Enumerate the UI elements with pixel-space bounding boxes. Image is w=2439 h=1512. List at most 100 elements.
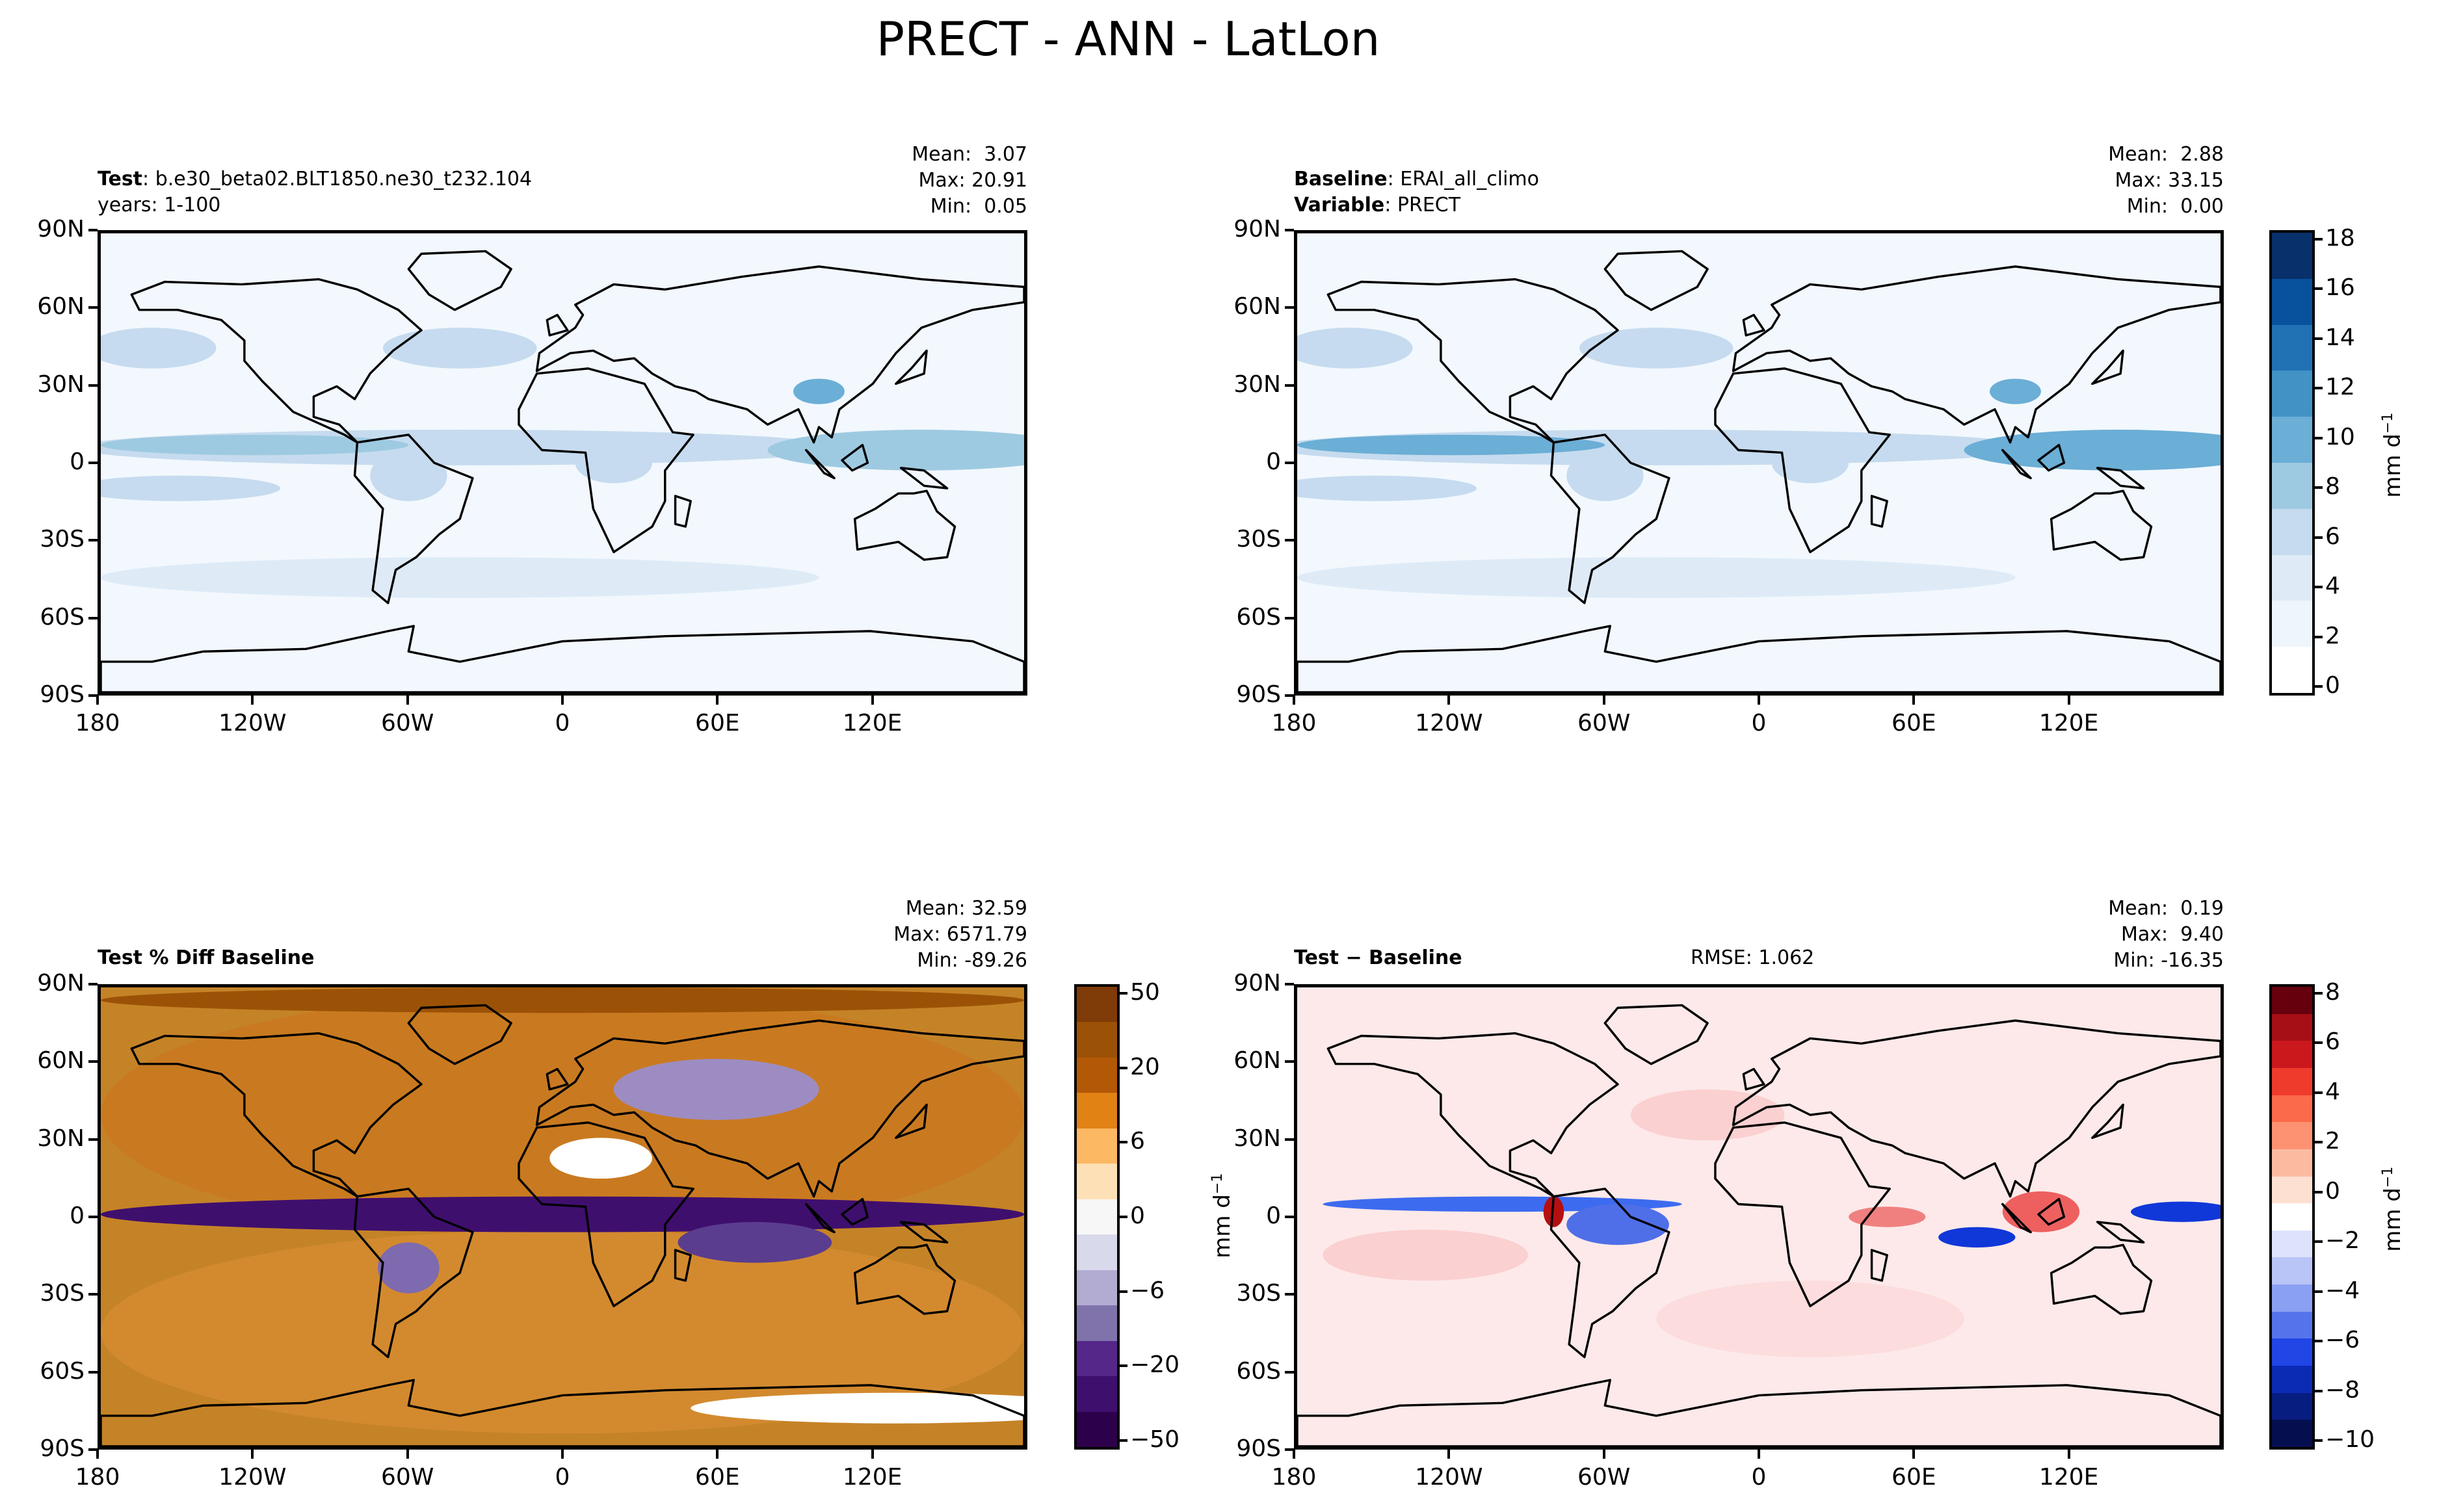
diff-min: Min: -16.35 (2113, 949, 2224, 972)
lat-tick (1285, 1448, 1294, 1451)
colorbar-tick (2315, 238, 2323, 241)
coastline-sumatra (804, 1203, 836, 1234)
colorbar-tick-label: 0 (1130, 1203, 1145, 1229)
coastline-madagascar (1870, 495, 1888, 528)
warm-pool (767, 430, 1024, 471)
colorbar-tick (2315, 436, 2323, 439)
diff-map (1294, 984, 2224, 1450)
colorbar-segment (2272, 1122, 2312, 1152)
map-test-svg (101, 233, 1024, 692)
pct-diff-stats: Mean: 32.59 Max: 6571.79 Min: -89.26 (806, 896, 1027, 974)
lon-tick-label: 0 (555, 710, 570, 736)
coastline-south-america (353, 1188, 474, 1359)
colorbar-tick-label: 6 (1130, 1128, 1145, 1155)
colorbar-tick-label: 8 (2325, 979, 2340, 1006)
colorbar-segment (1077, 1340, 1117, 1379)
coastline-africa (1714, 1121, 1891, 1307)
amazon-negative (1566, 1204, 1669, 1245)
baseline-variable-line: Variable: PRECT (1294, 192, 1460, 218)
coastline-eurasia (1732, 265, 2221, 444)
amazon (370, 450, 447, 501)
coastline-africa (1714, 367, 1891, 553)
diff-mean: Mean: 0.19 (2108, 897, 2224, 920)
storm-track-pacific (1297, 328, 1413, 369)
colorbar-segment (2272, 1203, 2312, 1233)
test-label-sep: : (142, 168, 150, 190)
congo (575, 442, 653, 484)
spcz (101, 475, 281, 501)
lon-tick-label: 120E (2038, 710, 2099, 736)
lat-tick (88, 384, 98, 387)
colorbar-segment (1077, 1164, 1117, 1202)
lat-tick (88, 539, 98, 542)
colorbar-tick-label: 6 (2325, 1028, 2340, 1056)
tibet-max (793, 378, 845, 404)
map-baseline-svg (1297, 233, 2221, 692)
coastline-antarctica (1297, 625, 2221, 692)
lat-tick-label: 90S (1236, 1435, 1281, 1462)
lat-tick-label: 90N (37, 970, 85, 997)
coastline-japan (895, 349, 928, 385)
test-header: Test: b.e30_beta02.BLT1850.ne30_t232.104 (98, 166, 532, 192)
lon-tick (96, 696, 99, 705)
colorbar-segment (2272, 417, 2312, 465)
lat-tick-label: 30S (1236, 1280, 1281, 1307)
lat-tick (88, 1370, 98, 1374)
lat-tick (88, 1060, 98, 1063)
lat-tick-label: 30S (1236, 526, 1281, 553)
colorbar-tick (2315, 486, 2323, 489)
map-diff-svg (1297, 987, 2221, 1446)
west-indian-positive (1849, 1206, 1926, 1227)
lat-tick (1285, 616, 1294, 619)
lon-tick-label: 0 (1751, 1464, 1767, 1491)
colorbar-tick (1120, 1066, 1127, 1069)
coastline-sumatra (2001, 1203, 2032, 1234)
colorbar-tick (1120, 1141, 1127, 1144)
coastline-new-guinea (2096, 1221, 2145, 1244)
coastline-new-guinea (899, 1221, 949, 1244)
coastline-sumatra (2001, 449, 2032, 480)
colorbar-tick-label: 20 (1130, 1053, 1160, 1080)
map-pct-svg (101, 987, 1024, 1446)
lat-tick-label: 30N (1233, 371, 1281, 398)
lat-tick (88, 1216, 98, 1218)
colorbar-segment (2272, 1230, 2312, 1260)
coastline-new-guinea (899, 467, 949, 489)
coastline-africa (518, 1121, 694, 1307)
colorbar-segment (1077, 1411, 1117, 1447)
lon-tick-label: 60E (1892, 1464, 1936, 1491)
lon-tick (561, 696, 564, 705)
lat-tick-label: 0 (1266, 449, 1281, 475)
colorbar-segment (2272, 324, 2312, 373)
southern-storm-track (101, 557, 819, 598)
coastline-japan (895, 1103, 928, 1140)
lat-tick (1285, 384, 1294, 387)
coastline-australia (2050, 1244, 2153, 1315)
lat-tick (1285, 1370, 1294, 1374)
colorbar-tick (2315, 337, 2323, 340)
colorbar-segment (2272, 1013, 2312, 1043)
west-pacific-negative (2130, 1201, 2221, 1222)
lat-tick (1285, 1138, 1294, 1141)
variable-label: Variable (1294, 194, 1385, 216)
coastline-antarctica (1297, 1379, 2221, 1446)
coastline-africa (518, 367, 694, 553)
andes-positive (1543, 1196, 1564, 1227)
lat-tick (1285, 1060, 1294, 1063)
lon-tick (1912, 1450, 1916, 1459)
colorbar-tick-label: 0 (2325, 672, 2340, 699)
arctic-positive (101, 987, 1024, 1013)
precip-unit-main: mm d (2380, 434, 2406, 498)
variable-label-sep: : (1384, 194, 1391, 216)
lon-tick (1602, 696, 1605, 705)
coastline-south-america (1549, 1188, 1670, 1359)
lon-tick-label: 60E (1892, 710, 1936, 736)
colorbar-tick-label: −4 (2325, 1277, 2360, 1304)
lat-tick (1285, 694, 1294, 697)
test-mean: Mean: 3.07 (912, 143, 1027, 166)
lon-tick-label: 60W (380, 1464, 434, 1491)
diff-colorbar-unit: mm d−1 (2380, 1144, 2406, 1274)
lat-tick-label: 30N (1233, 1125, 1281, 1152)
coastline-british-isles (546, 1067, 569, 1091)
lon-tick (1602, 1450, 1605, 1459)
